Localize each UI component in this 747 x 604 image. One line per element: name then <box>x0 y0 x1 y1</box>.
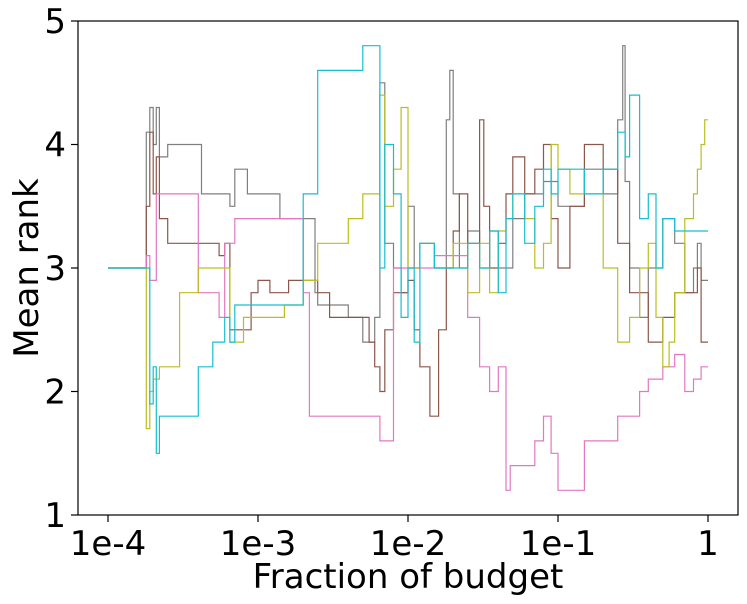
y-tick-label: 2 <box>44 373 66 413</box>
x-tick-label: 1e-3 <box>220 524 296 564</box>
x-tick-label: 1 <box>697 524 719 564</box>
series-line-pink <box>142 193 708 491</box>
series-line-olive <box>108 94 708 430</box>
x-axis: 1e-4 1e-3 1e-2 1e-1 1 <box>70 515 719 564</box>
y-tick-label: 5 <box>44 2 66 42</box>
x-tick-label: 1e-2 <box>370 524 446 564</box>
y-tick-label: 3 <box>44 249 66 289</box>
series-line-cyan <box>108 45 708 454</box>
y-tick-label: 1 <box>44 496 66 536</box>
y-tick-label: 4 <box>44 126 66 166</box>
x-tick-label: 1e-1 <box>520 524 596 564</box>
y-axis-label: Mean rank <box>7 178 47 358</box>
x-axis-label: Fraction of budget <box>253 557 564 597</box>
y-axis: 1 2 3 4 5 <box>44 2 78 536</box>
x-tick-label: 1e-4 <box>70 524 146 564</box>
plot-series <box>108 45 708 491</box>
